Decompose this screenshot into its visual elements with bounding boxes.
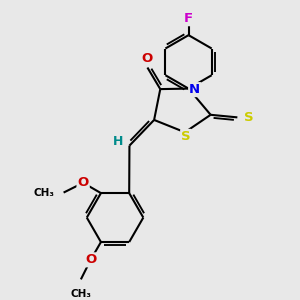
Text: O: O xyxy=(85,253,96,266)
Text: F: F xyxy=(184,12,193,25)
Text: CH₃: CH₃ xyxy=(70,289,92,298)
Text: CH₃: CH₃ xyxy=(33,188,54,198)
Text: S: S xyxy=(181,130,191,143)
Text: N: N xyxy=(189,83,200,96)
Text: O: O xyxy=(142,52,153,65)
Text: H: H xyxy=(113,135,123,148)
Text: S: S xyxy=(244,111,254,124)
Text: O: O xyxy=(77,176,89,189)
